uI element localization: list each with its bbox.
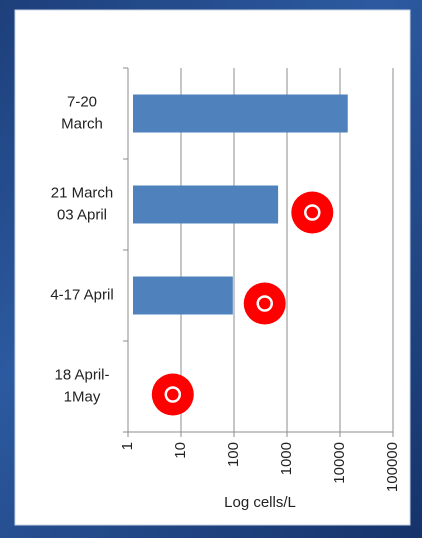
marker (291, 191, 334, 234)
marker-ring (164, 386, 182, 403)
y-tick-label: 1May (64, 388, 101, 405)
x-tick-label: 10 (172, 442, 189, 459)
x-tick-label: 100000 (384, 442, 401, 492)
marker-slash (307, 207, 318, 218)
x-tick-label: 10000 (331, 442, 348, 484)
x-tick-label: 100 (225, 442, 242, 467)
y-tick-label: March (61, 115, 103, 132)
marker (151, 373, 194, 416)
y-tick-label: 03 April (57, 206, 107, 223)
bar (133, 94, 348, 133)
y-tick-label: 21 March (51, 184, 114, 201)
marker-ring (304, 204, 321, 221)
y-tick-label: 4-17 April (50, 286, 113, 303)
bar (133, 276, 233, 315)
y-tick-label: 18 April- (54, 366, 109, 383)
bar (133, 185, 279, 224)
marker-ring (256, 295, 273, 312)
marker-slash (167, 389, 178, 400)
x-tick-label: 1 (119, 442, 136, 450)
x-axis-label: Log cells/L (224, 494, 296, 511)
y-tick-label: 7-20 (67, 93, 97, 110)
x-tick-label: 1000 (278, 442, 295, 475)
chart-panel (14, 9, 411, 526)
marker-slash (259, 298, 270, 309)
marker (243, 282, 286, 325)
